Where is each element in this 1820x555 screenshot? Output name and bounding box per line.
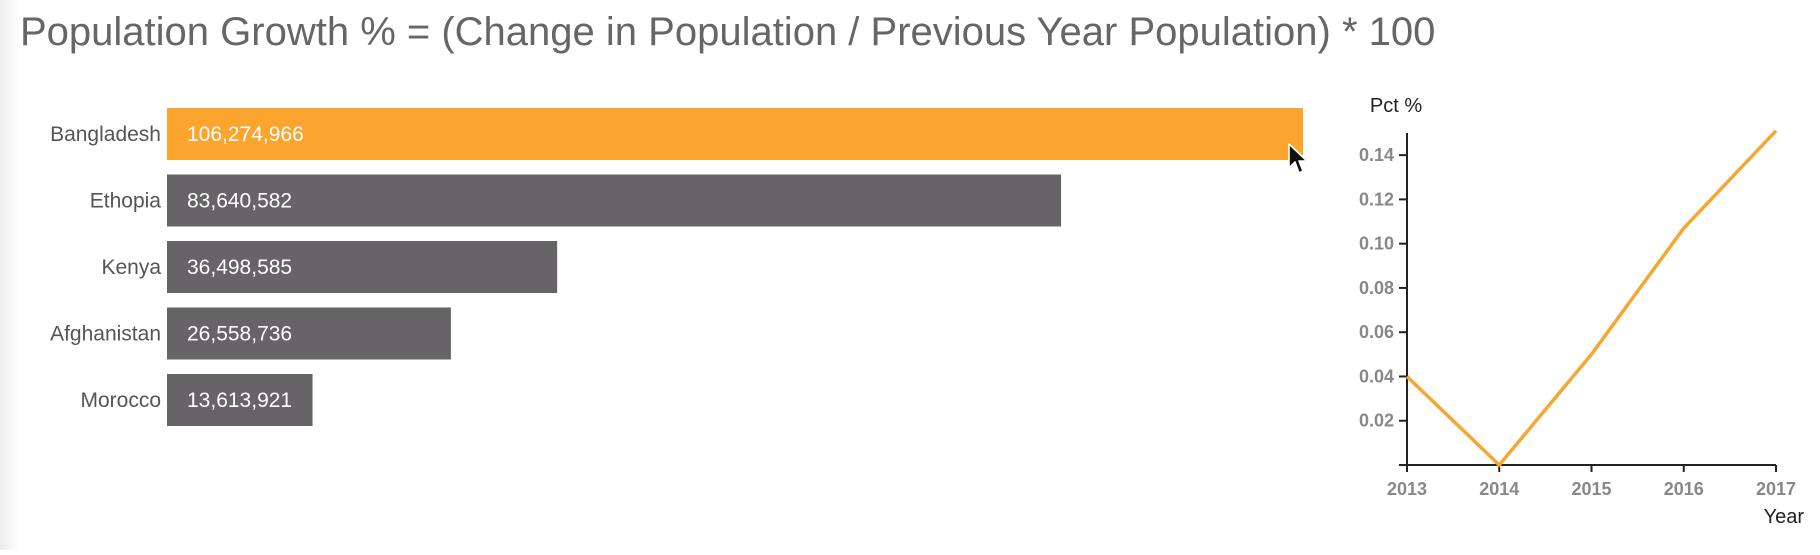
bar-kenya[interactable] (167, 241, 558, 293)
x-tick-label: 2013 (1387, 479, 1427, 499)
bar-category-label: Morocco (80, 389, 161, 412)
bar-category-label: Afghanistan (50, 323, 161, 346)
bar-afghanistan[interactable] (167, 307, 451, 360)
left-edge-shade (0, 0, 20, 550)
y-tick-label: 0.08 (1359, 278, 1394, 298)
bar-category-label: Bangladesh (50, 123, 161, 146)
x-tick-label: 2014 (1479, 479, 1519, 499)
bar-value-label: 26,558,736 (187, 323, 292, 346)
line-chart: 0.02 0.04 0.06 0.08 0.10 0.12 0.14 2013 2014 2015… (1359, 95, 1804, 528)
bar-value-label: 36,498,585 (187, 256, 292, 279)
x-tick-label: 2017 (1756, 479, 1796, 499)
y-axis-title: Pct % (1370, 95, 1422, 117)
bar-category-label: Ethopia (90, 190, 162, 213)
y-tick-label: 0.04 (1359, 366, 1394, 386)
bar-morocco[interactable] (167, 374, 313, 426)
bar-value-label: 106,274,966 (187, 123, 304, 146)
bar-value-label: 83,640,582 (187, 190, 292, 213)
y-tick-label: 0.12 (1359, 189, 1394, 209)
x-axis-title: Year (1764, 506, 1805, 528)
y-tick-label: 0.02 (1359, 411, 1394, 431)
mouse-cursor-icon (1288, 143, 1308, 174)
y-tick-label: 0.10 (1359, 234, 1394, 254)
x-tick-label: 2015 (1571, 479, 1611, 499)
y-tick-label: 0.14 (1359, 145, 1394, 165)
y-tick-label: 0.06 (1359, 322, 1394, 342)
series-line (1405, 129, 1778, 467)
x-tick-label: 2016 (1664, 479, 1704, 499)
bar-chart: Bangladesh 106,274,966 Ethopia 83,640,582 Ke… (50, 108, 1303, 426)
bar-bangladesh[interactable] (167, 108, 1303, 160)
page-title: Population Growth % = (Change in Populat… (20, 10, 1436, 54)
bar-value-label: 13,613,921 (187, 389, 292, 412)
bar-category-label: Kenya (101, 256, 161, 279)
bar-ethopia[interactable] (167, 174, 1062, 227)
